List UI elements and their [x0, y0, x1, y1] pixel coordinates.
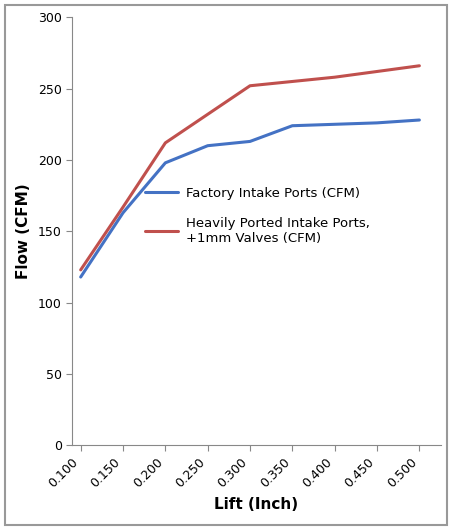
Heavily Ported Intake Ports,
+1mm Valves (CFM)	[204, 111, 210, 118]
Factory Intake Ports (CFM)	[416, 117, 421, 123]
Y-axis label: Flow (CFM): Flow (CFM)	[16, 183, 31, 279]
Factory Intake Ports (CFM)	[78, 274, 83, 280]
Factory Intake Ports (CFM)	[373, 120, 379, 126]
Legend: Factory Intake Ports (CFM), Heavily Ported Intake Ports,
+1mm Valves (CFM): Factory Intake Ports (CFM), Heavily Port…	[145, 187, 369, 245]
Heavily Ported Intake Ports,
+1mm Valves (CFM)	[331, 74, 336, 81]
Factory Intake Ports (CFM)	[247, 138, 252, 145]
Heavily Ported Intake Ports,
+1mm Valves (CFM)	[247, 83, 252, 89]
Heavily Ported Intake Ports,
+1mm Valves (CFM)	[373, 68, 379, 75]
Heavily Ported Intake Ports,
+1mm Valves (CFM)	[416, 63, 421, 69]
Heavily Ported Intake Ports,
+1mm Valves (CFM)	[162, 140, 168, 146]
Factory Intake Ports (CFM)	[120, 209, 125, 216]
Factory Intake Ports (CFM)	[289, 122, 295, 129]
Factory Intake Ports (CFM)	[204, 143, 210, 149]
Line: Heavily Ported Intake Ports,
+1mm Valves (CFM): Heavily Ported Intake Ports, +1mm Valves…	[81, 66, 419, 270]
Factory Intake Ports (CFM)	[331, 121, 336, 128]
Factory Intake Ports (CFM)	[162, 160, 168, 166]
Heavily Ported Intake Ports,
+1mm Valves (CFM)	[120, 204, 125, 210]
X-axis label: Lift (Inch): Lift (Inch)	[214, 498, 298, 513]
Heavily Ported Intake Ports,
+1mm Valves (CFM)	[78, 267, 83, 273]
Heavily Ported Intake Ports,
+1mm Valves (CFM)	[289, 78, 295, 85]
Line: Factory Intake Ports (CFM): Factory Intake Ports (CFM)	[81, 120, 419, 277]
